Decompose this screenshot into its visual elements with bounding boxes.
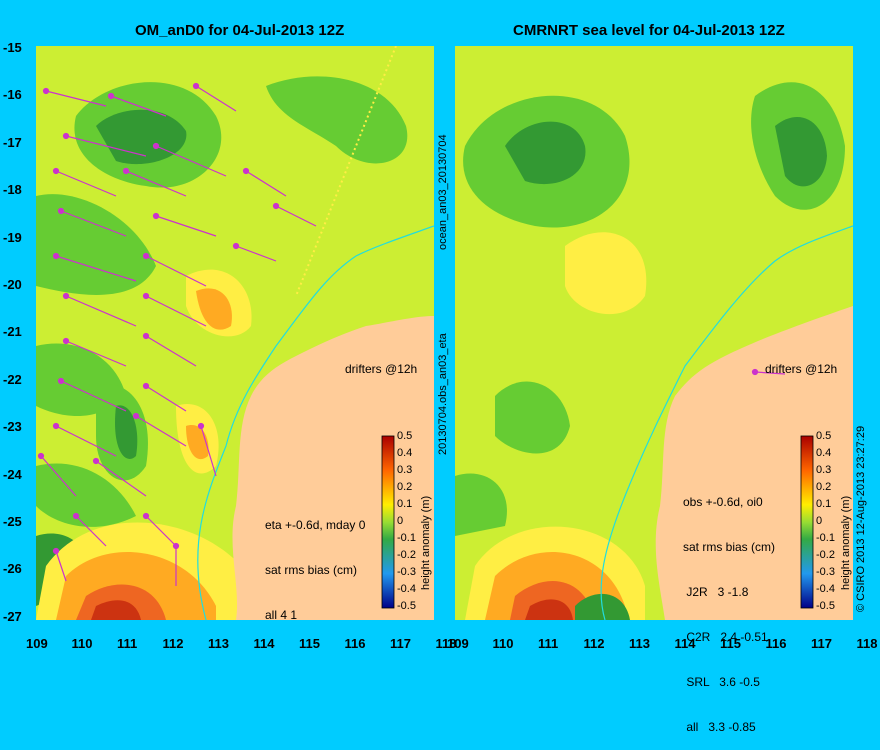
y-tick-label: -15 xyxy=(3,40,22,55)
copyright-label: © CSIRO 2013 12-Aug-2013 23:27:29 xyxy=(855,425,867,612)
x-tick-label: 115 xyxy=(720,636,741,651)
x-tick-label: 109 xyxy=(26,636,48,651)
colorbar-tick-label: 0.3 xyxy=(397,464,413,476)
x-tick-label: 112 xyxy=(583,636,605,651)
y-tick-label: -26 xyxy=(3,561,22,577)
y-tick-label: -19 xyxy=(3,229,22,245)
right-legend-line-1: obs +-0.6d, oi0 xyxy=(683,495,763,509)
colorbar-tick-label: -0.3 xyxy=(816,566,835,578)
colorbar-tick-label: 0.4 xyxy=(397,447,413,459)
x-tick-label: 117 xyxy=(811,636,832,651)
x-tick-label: 115 xyxy=(299,636,320,651)
colorbar-tick-label: -0.3 xyxy=(397,566,416,578)
x-tick-label: 111 xyxy=(538,636,559,651)
middle-bottom-label: 20130704.obs_an03_eta xyxy=(437,333,449,455)
colorbar-tick-label: -0.4 xyxy=(816,583,835,595)
left-colorbar xyxy=(381,435,395,609)
right-colorbar-label: height anomaly (m) xyxy=(840,495,852,590)
y-tick-label: -21 xyxy=(3,324,22,340)
left-panel-title: OM_anD0 for 04-Jul-2013 12Z xyxy=(135,22,345,39)
y-tick-label: -24 xyxy=(3,466,22,482)
x-tick-label: 116 xyxy=(765,636,787,651)
colorbar-tick-label: -0.5 xyxy=(816,600,835,612)
middle-top-label: ocean_an03_20130704 xyxy=(437,134,449,250)
colorbar-tick-label: -0.5 xyxy=(397,600,416,612)
colorbar-tick-label: 0 xyxy=(816,515,823,527)
colorbar-tick-label: -0.1 xyxy=(816,532,835,544)
y-tick-label: -27 xyxy=(3,608,22,624)
colorbar-tick-label: 0.5 xyxy=(397,430,413,442)
colorbar-tick-label: 0.4 xyxy=(816,447,832,459)
right-legend-line-6: all 3.3 -0.85 xyxy=(683,720,756,734)
y-tick-label: -23 xyxy=(3,419,22,435)
x-tick-label: 116 xyxy=(344,636,366,651)
right-legend-line-4: C2R 2.4 -0.51 xyxy=(683,630,768,644)
right-legend-line-3: J2R 3 -1.8 xyxy=(683,585,749,599)
x-tick-label: 118 xyxy=(435,636,457,651)
right-map-panel xyxy=(455,46,853,620)
y-tick-label: -17 xyxy=(3,134,22,150)
colorbar-tick-label: 0.5 xyxy=(816,430,832,442)
y-tick-label: -18 xyxy=(3,182,22,198)
x-tick-label: 117 xyxy=(390,636,411,651)
x-tick-label: 113 xyxy=(208,636,229,651)
right-legend-line-5: SRL 3.6 -0.5 xyxy=(683,675,760,689)
y-tick-label: -25 xyxy=(3,514,22,529)
x-tick-label: 110 xyxy=(71,636,93,651)
left-drifters-label: drifters @12h xyxy=(345,362,418,376)
left-legend-line-2: sat rms bias (cm) xyxy=(265,563,358,577)
colorbar-tick-label: -0.2 xyxy=(816,549,835,561)
left-colorbar-label: height anomaly (m) xyxy=(420,495,432,590)
left-legend-line-3: all 4 1 xyxy=(265,608,298,622)
y-tick-label: -16 xyxy=(3,87,22,103)
colorbar-tick-label: 0.3 xyxy=(816,464,832,476)
x-tick-label: 111 xyxy=(117,636,138,651)
x-tick-label: 113 xyxy=(629,636,650,651)
left-legend: eta +-0.6d, mday 0 sat rms bias (cm) all… xyxy=(265,488,365,638)
colorbar-tick-label: -0.4 xyxy=(397,583,416,595)
y-tick-label: -22 xyxy=(3,371,22,387)
right-legend-line-2: sat rms bias (cm) xyxy=(683,540,776,554)
colorbar-tick-label: -0.1 xyxy=(397,532,416,544)
colorbar-tick-label: 0.1 xyxy=(816,498,832,510)
colorbar-tick-label: -0.2 xyxy=(397,549,416,561)
x-tick-label: 110 xyxy=(492,636,514,651)
x-tick-label: 118 xyxy=(856,636,878,651)
colorbar-tick-label: 0.2 xyxy=(816,481,832,493)
x-tick-label: 109 xyxy=(447,636,469,651)
left-map-panel xyxy=(36,46,434,620)
right-panel-title: CMRNRT sea level for 04-Jul-2013 12Z xyxy=(513,22,785,39)
x-tick-label: 112 xyxy=(162,636,184,651)
left-legend-line-1: eta +-0.6d, mday 0 xyxy=(265,518,366,532)
right-drifters-label: drifters @12h xyxy=(765,362,838,376)
right-legend: obs +-0.6d, oi0 sat rms bias (cm) J2R 3 … xyxy=(683,465,775,750)
colorbar-tick-label: 0 xyxy=(397,515,404,527)
colorbar-tick-label: 0.1 xyxy=(397,498,413,510)
x-tick-label: 114 xyxy=(674,636,696,651)
colorbar-tick-label: 0.2 xyxy=(397,481,413,493)
x-tick-label: 114 xyxy=(253,636,275,651)
y-tick-label: -20 xyxy=(3,277,22,292)
